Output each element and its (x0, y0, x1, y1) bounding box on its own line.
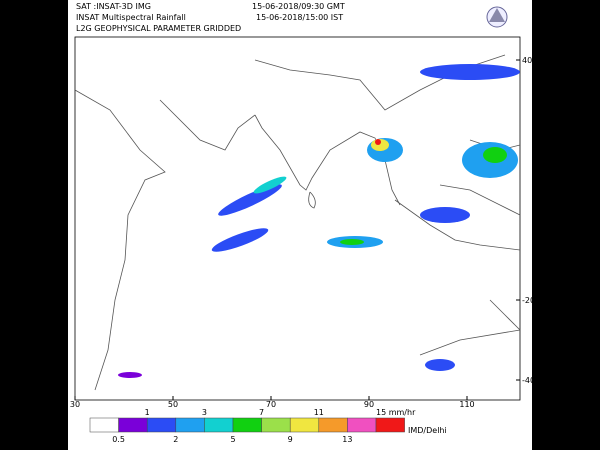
legend-swatch (175, 417, 205, 433)
legend-swatch (289, 417, 320, 433)
legend-label: 11 (314, 408, 324, 417)
legend-swatch (375, 417, 405, 433)
legend-label: 15 mm/hr (376, 408, 416, 417)
legend-label: 5 (230, 435, 235, 444)
credit: IMD/Delhi (408, 426, 447, 435)
legend-label: 3 (202, 408, 207, 417)
legend-swatch (146, 417, 177, 433)
legend-label: 1 (145, 408, 150, 417)
logo (486, 6, 508, 28)
legend-swatch (118, 417, 148, 433)
header-line: INSAT Multispectral Rainfall (76, 13, 186, 22)
legend-label: 7 (259, 408, 264, 417)
lon-label: 90 (364, 400, 374, 409)
legend-label: 9 (288, 435, 293, 444)
legend-label: 2 (173, 435, 178, 444)
legend-swatch (232, 417, 262, 433)
legend-label: 0.5 (112, 435, 125, 444)
lon-label: 30 (70, 400, 80, 409)
map-frame (74, 36, 521, 401)
lat-label: -20 (522, 296, 535, 305)
time-ist: 15-06-2018/15:00 IST (256, 13, 343, 22)
lon-label: 50 (168, 400, 178, 409)
time-gmt: 15-06-2018/09:30 GMT (252, 2, 345, 11)
legend-label: 13 (342, 435, 352, 444)
header-line: L2G GEOPHYSICAL PARAMETER GRIDDED (76, 24, 241, 33)
rain-areas (118, 64, 520, 378)
lon-label: 70 (266, 400, 276, 409)
legend-swatch (347, 417, 377, 433)
lat-label: 40 (522, 56, 532, 65)
lat-label: -40 (522, 376, 535, 385)
legend-swatch (261, 417, 291, 433)
legend-swatch (89, 417, 119, 433)
lon-label: 110 (459, 400, 474, 409)
header-line: SAT :INSAT-3D IMG (76, 2, 151, 11)
legend-swatch (204, 417, 234, 433)
legend-swatch (318, 417, 348, 433)
